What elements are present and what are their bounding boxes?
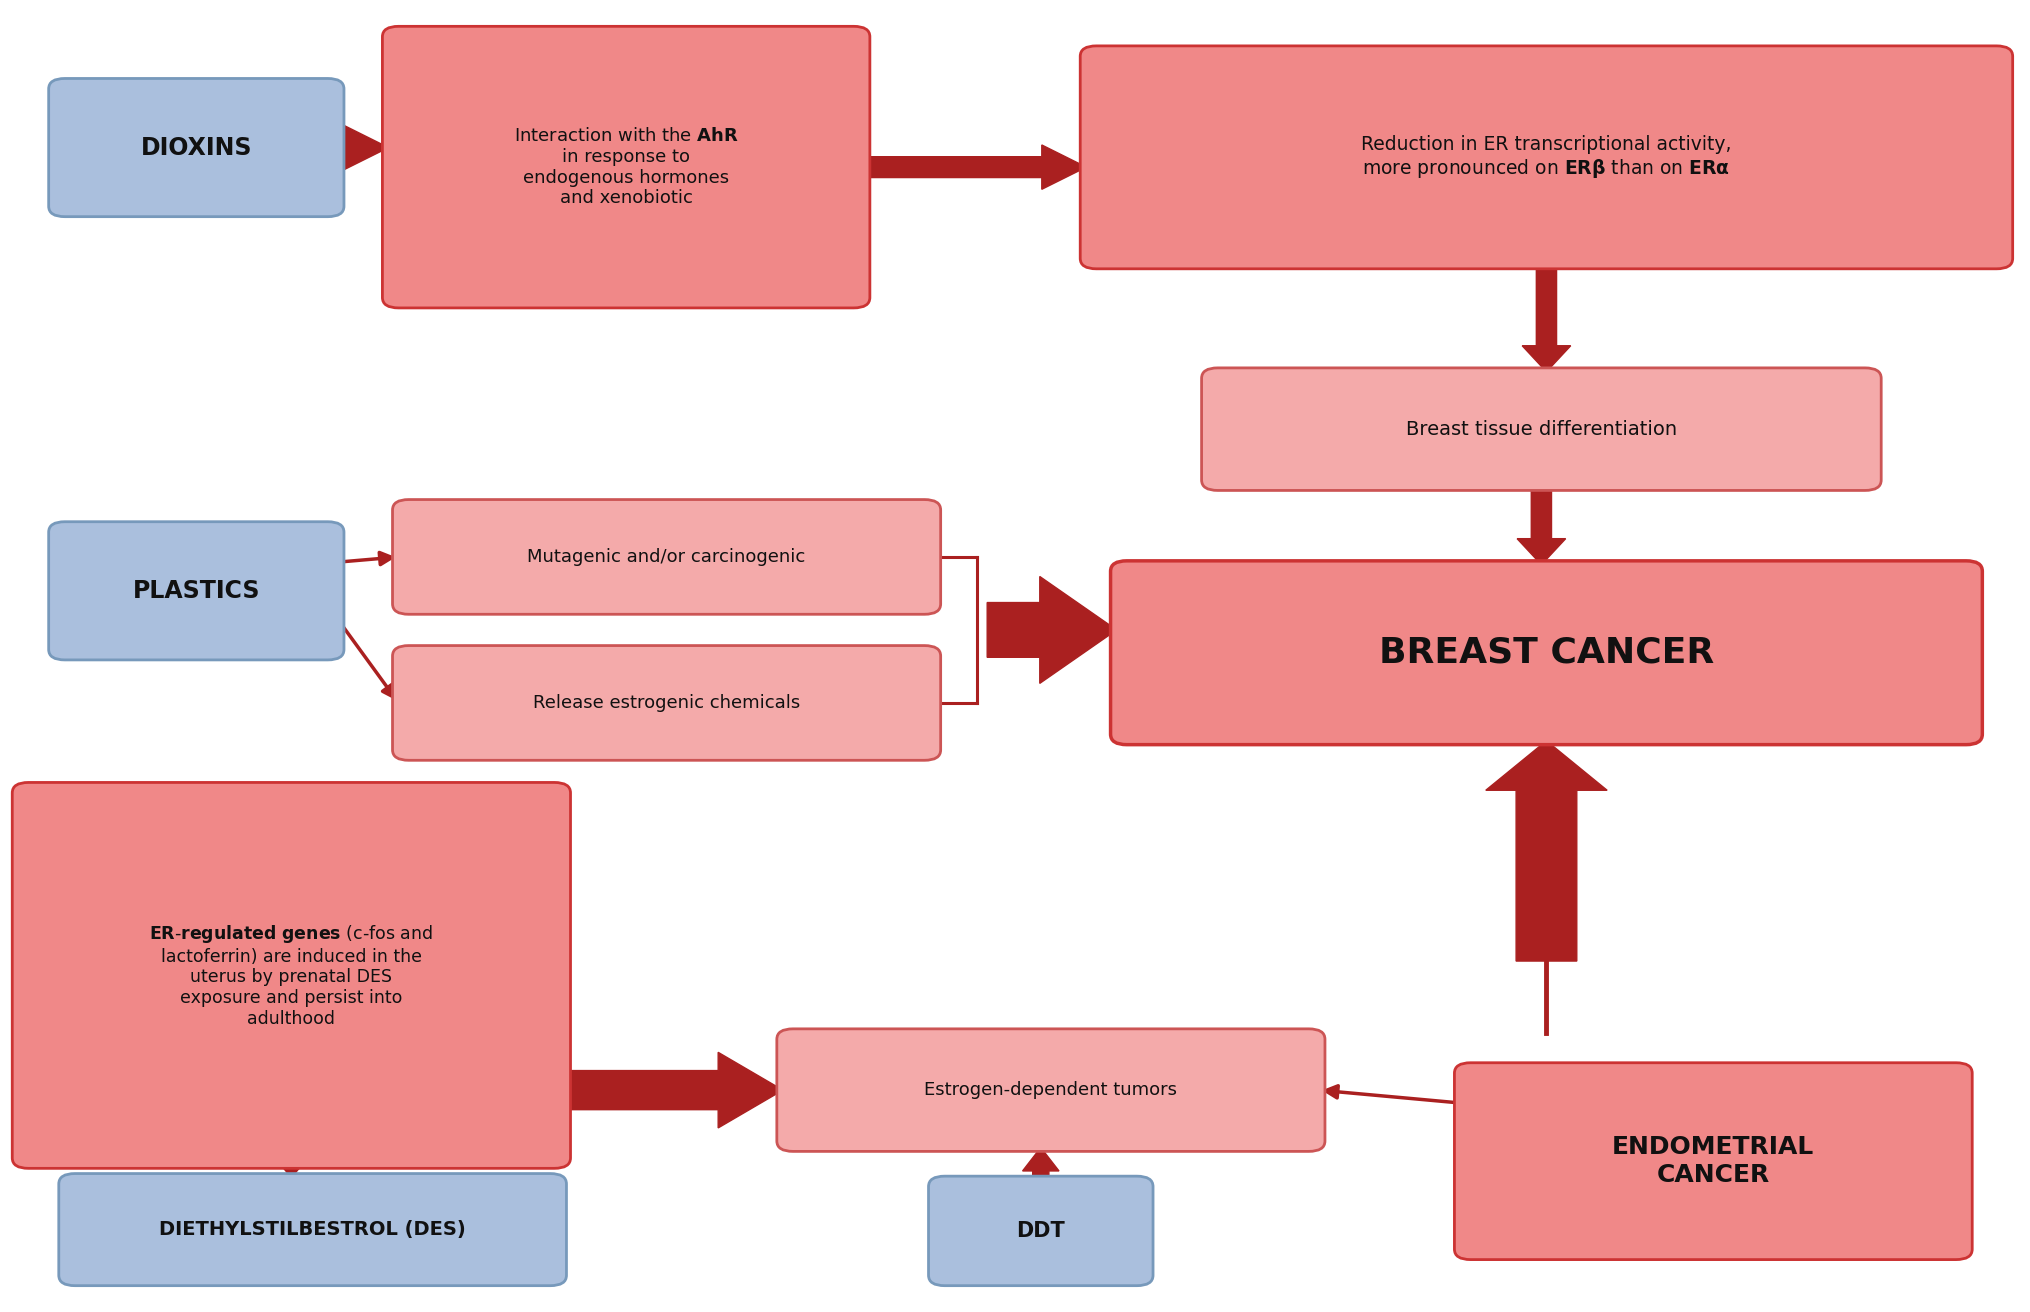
Text: DDT: DDT: [1015, 1221, 1064, 1241]
FancyBboxPatch shape: [59, 1173, 566, 1286]
Text: ENDOMETRIAL
CANCER: ENDOMETRIAL CANCER: [1612, 1135, 1813, 1187]
Polygon shape: [1021, 1148, 1058, 1179]
Text: Reduction in ER transcriptional activity,
more pronounced on $\mathbf{ER\beta}$ : Reduction in ER transcriptional activity…: [1360, 135, 1732, 180]
FancyBboxPatch shape: [1110, 560, 1981, 745]
Text: PLASTICS: PLASTICS: [132, 579, 260, 602]
FancyBboxPatch shape: [1453, 1063, 1971, 1260]
Polygon shape: [987, 576, 1116, 684]
FancyBboxPatch shape: [382, 26, 869, 308]
Polygon shape: [270, 1152, 313, 1177]
Text: DIETHYLSTILBESTROL (DES): DIETHYLSTILBESTROL (DES): [158, 1220, 465, 1239]
Polygon shape: [337, 126, 388, 169]
FancyBboxPatch shape: [1080, 46, 2012, 269]
Polygon shape: [564, 1052, 782, 1128]
Text: BREAST CANCER: BREAST CANCER: [1378, 636, 1713, 669]
Text: Interaction with the $\mathbf{AhR}$
in response to
endogenous hormones
and xenob: Interaction with the $\mathbf{AhR}$ in r…: [514, 127, 739, 207]
Text: $\mathbf{ER\text{-}regulated\ genes}$ (c-fos and
lactoferrin) are induced in the: $\mathbf{ER\text{-}regulated\ genes}$ (c…: [150, 922, 432, 1029]
Text: DIOXINS: DIOXINS: [140, 135, 252, 160]
Polygon shape: [863, 144, 1086, 189]
FancyBboxPatch shape: [12, 782, 570, 1169]
Polygon shape: [1486, 741, 1606, 962]
FancyBboxPatch shape: [928, 1176, 1153, 1286]
Text: Estrogen-dependent tumors: Estrogen-dependent tumors: [924, 1081, 1177, 1099]
FancyBboxPatch shape: [775, 1029, 1324, 1152]
FancyBboxPatch shape: [49, 522, 343, 660]
Polygon shape: [1516, 487, 1565, 564]
FancyBboxPatch shape: [392, 646, 940, 760]
Text: Breast tissue differentiation: Breast tissue differentiation: [1405, 420, 1677, 438]
Text: Mutagenic and/or carcinogenic: Mutagenic and/or carcinogenic: [528, 548, 806, 565]
FancyBboxPatch shape: [49, 79, 343, 216]
FancyBboxPatch shape: [1202, 367, 1880, 491]
Text: Release estrogenic chemicals: Release estrogenic chemicals: [532, 694, 800, 712]
Polygon shape: [1520, 265, 1569, 371]
FancyBboxPatch shape: [392, 500, 940, 614]
